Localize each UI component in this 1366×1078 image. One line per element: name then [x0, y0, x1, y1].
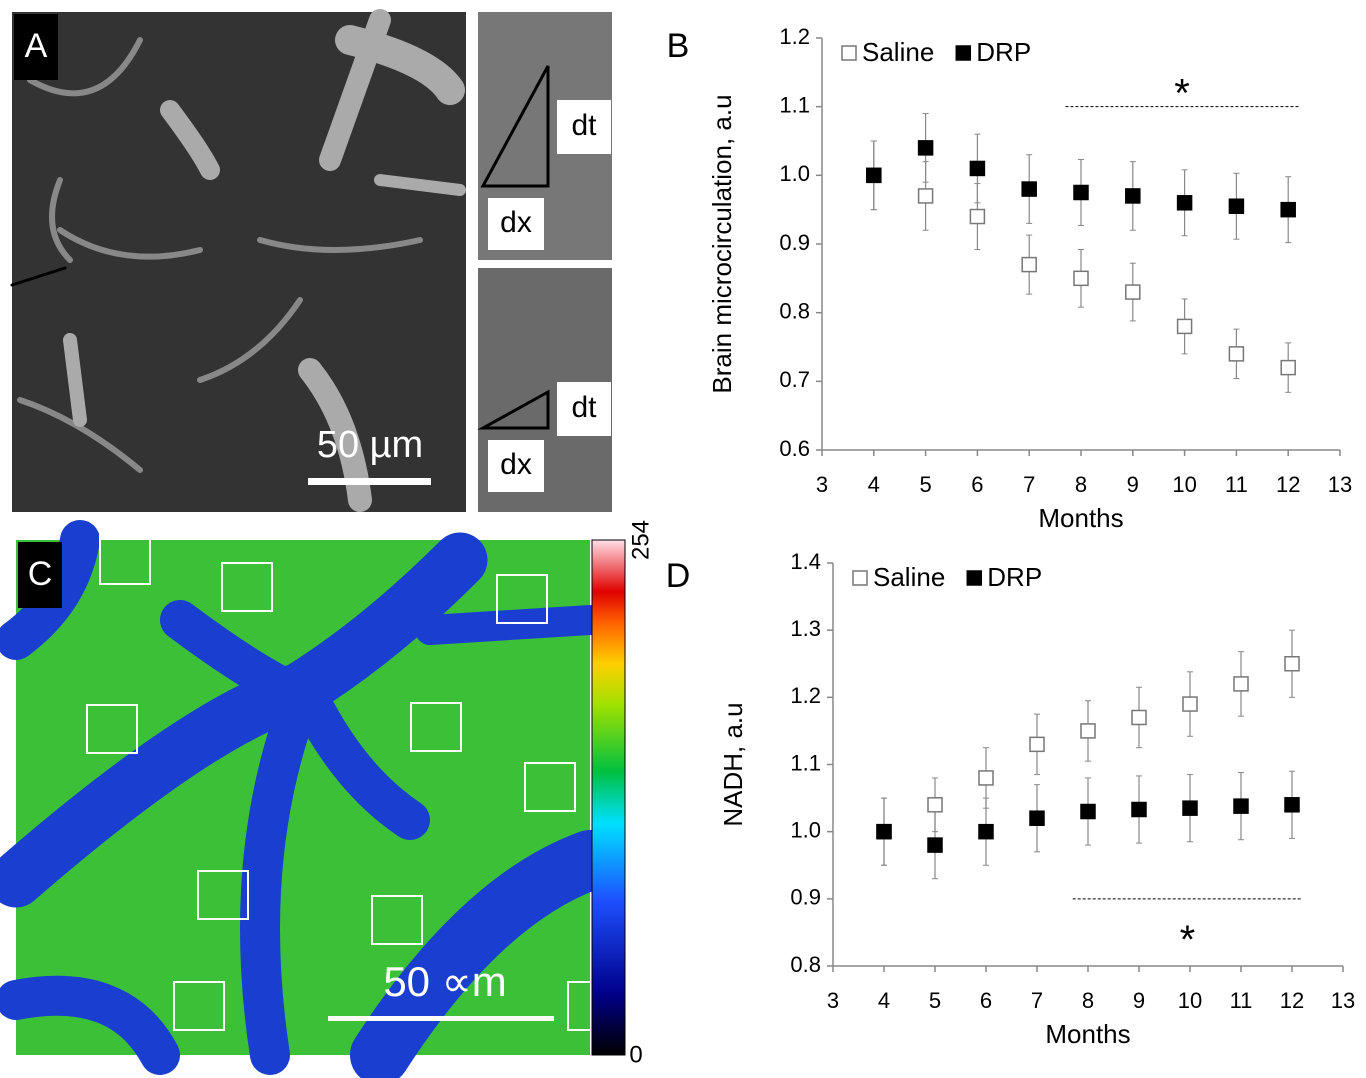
marker	[1080, 723, 1096, 739]
marker	[1073, 184, 1089, 201]
scale-label: 50 µm	[317, 424, 423, 466]
marker	[876, 823, 892, 840]
marker	[917, 140, 934, 156]
x-tick-label: 12	[1280, 988, 1304, 1013]
marker	[1228, 346, 1245, 362]
significance-label: *	[1180, 918, 1196, 962]
marker	[1182, 696, 1198, 712]
marker	[1131, 709, 1147, 726]
marker	[978, 823, 994, 840]
x-tick-label: 9	[1133, 988, 1145, 1013]
x-tick-label: 13	[1331, 988, 1355, 1013]
marker	[1284, 797, 1300, 813]
y-tick-label: 1.2	[790, 683, 821, 708]
dt-label: dt	[571, 109, 597, 142]
marker	[866, 167, 882, 184]
marker	[1080, 803, 1096, 820]
y-tick-label: 1.1	[779, 92, 810, 117]
x-tick-label: 3	[827, 988, 839, 1013]
y-tick-label: 1.3	[790, 616, 821, 641]
y-tick-label: 0.9	[779, 230, 810, 255]
marker	[978, 770, 994, 786]
y-axis-label: NADH, a.u	[718, 702, 748, 826]
legend-label: Saline	[862, 37, 934, 67]
marker	[1029, 810, 1045, 826]
y-tick-label: 0.8	[779, 298, 810, 323]
panel-label: B	[667, 27, 690, 65]
x-tick-label: 7	[1031, 988, 1043, 1013]
marker	[1182, 800, 1198, 816]
significance-label: *	[1174, 72, 1190, 116]
x-tick-label: 10	[1178, 988, 1202, 1013]
y-axis-label: Brain microcirculation, a.u	[707, 94, 737, 393]
legend-label: DRP	[976, 37, 1031, 67]
panel-c-image: C 50 ∝m 254 0	[0, 520, 654, 1078]
x-tick-label: 6	[971, 472, 983, 497]
y-tick-label: 0.6	[779, 436, 810, 461]
x-tick-label: 4	[868, 472, 880, 497]
x-tick-label: 11	[1225, 472, 1248, 497]
x-tick-label: 11	[1230, 988, 1253, 1013]
x-tick-label: 9	[1127, 472, 1139, 497]
marker	[1073, 270, 1089, 287]
y-tick-label: 0.8	[790, 952, 821, 977]
scale-label: 50 ∝m	[383, 958, 506, 1005]
x-tick-label: 6	[980, 988, 992, 1013]
x-tick-label: 13	[1328, 472, 1352, 497]
marker	[1280, 201, 1296, 218]
x-tick-label: 5	[919, 472, 931, 497]
legend-marker	[852, 570, 868, 586]
dt-label: dt	[571, 391, 597, 424]
x-tick-label: 12	[1276, 472, 1300, 497]
dx-label: dx	[500, 206, 532, 239]
colorbar-max: 254	[627, 520, 654, 560]
legend-marker	[955, 45, 972, 61]
x-tick-label: 10	[1172, 472, 1196, 497]
x-tick-label: 7	[1023, 472, 1035, 497]
marker	[1228, 198, 1245, 214]
y-tick-label: 1.0	[779, 161, 810, 186]
marker	[1284, 656, 1300, 672]
panel-label: D	[666, 557, 691, 595]
marker	[1021, 256, 1037, 273]
marker	[927, 837, 943, 853]
y-tick-label: 1.1	[790, 750, 821, 775]
panel-a-image: A 50 µm dt dx dt dx	[10, 9, 612, 512]
marker	[1176, 195, 1193, 211]
x-tick-label: 8	[1075, 472, 1087, 497]
panel-label: A	[25, 27, 48, 65]
marker	[1176, 318, 1193, 335]
marker	[1233, 676, 1249, 692]
y-tick-label: 1.0	[790, 817, 821, 842]
y-tick-label: 0.9	[790, 885, 821, 910]
legend-label: Saline	[873, 562, 945, 592]
legend-marker	[841, 45, 857, 61]
marker	[1125, 188, 1141, 204]
legend-marker	[966, 570, 983, 586]
marker	[1233, 798, 1249, 814]
x-axis-label: Months	[1038, 503, 1123, 533]
marker	[917, 188, 934, 204]
x-tick-label: 5	[929, 988, 941, 1013]
x-tick-label: 3	[816, 472, 828, 497]
legend-label: DRP	[987, 562, 1042, 592]
x-tick-label: 8	[1082, 988, 1094, 1013]
marker	[1280, 359, 1296, 376]
marker	[1029, 736, 1045, 753]
marker	[1131, 801, 1147, 818]
x-tick-label: 4	[878, 988, 890, 1013]
marker	[927, 797, 943, 813]
y-tick-label: 1.4	[790, 549, 821, 574]
panel-label: C	[28, 555, 53, 593]
dx-label: dx	[500, 448, 532, 481]
marker	[1021, 181, 1037, 197]
marker	[969, 160, 986, 177]
x-axis-label: Months	[1045, 1019, 1130, 1049]
colorbar-min: 0	[629, 1041, 642, 1068]
y-tick-label: 0.7	[779, 367, 810, 392]
marker	[1125, 284, 1141, 300]
marker	[969, 208, 986, 225]
y-tick-label: 1.2	[779, 24, 810, 49]
